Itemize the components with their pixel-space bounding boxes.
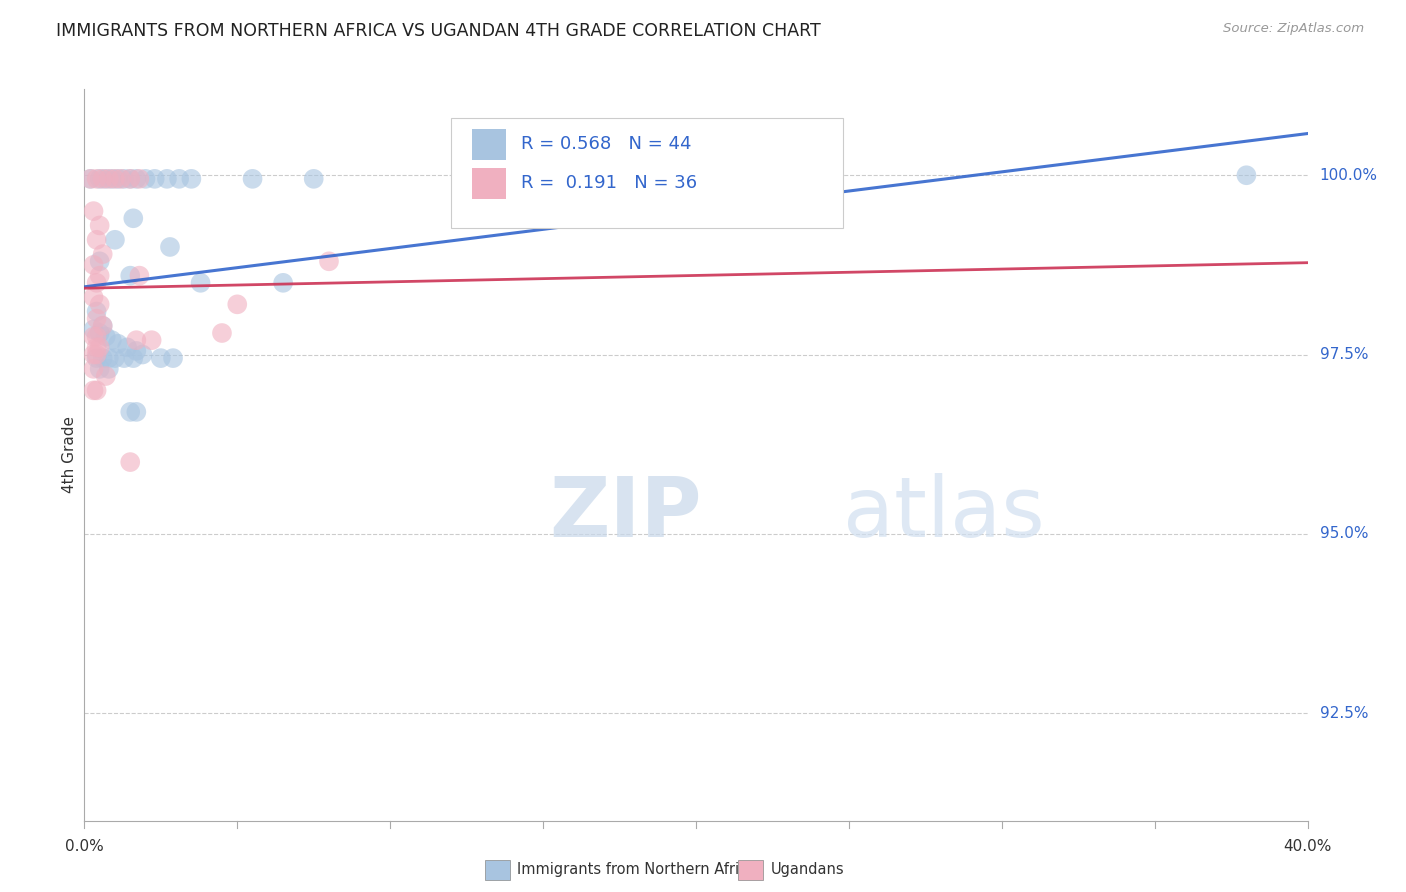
Point	[97, 362, 120, 376]
Bar	[472, 129, 506, 161]
Point	[112, 351, 135, 365]
Point	[242, 171, 264, 186]
Point	[83, 329, 105, 343]
Point	[89, 171, 111, 186]
Point	[94, 171, 117, 186]
Point	[83, 290, 105, 304]
Point	[107, 336, 129, 351]
Point	[180, 171, 202, 186]
Point	[107, 171, 129, 186]
Point	[86, 171, 108, 186]
Point	[141, 333, 163, 347]
Point	[125, 343, 148, 358]
Text: R =  0.191   N = 36: R = 0.191 N = 36	[522, 174, 697, 192]
Text: ZIP: ZIP	[550, 473, 702, 554]
Point	[156, 171, 179, 186]
Point	[91, 247, 114, 261]
Point	[128, 268, 150, 283]
Point	[86, 233, 108, 247]
Point	[91, 318, 114, 333]
Point	[190, 276, 212, 290]
Point	[120, 171, 142, 186]
Point	[86, 351, 108, 365]
Point	[83, 322, 105, 336]
Point	[125, 171, 148, 186]
Point	[120, 455, 142, 469]
Point	[211, 326, 233, 340]
Text: 95.0%: 95.0%	[1320, 526, 1368, 541]
Point	[86, 276, 108, 290]
Point	[135, 171, 157, 186]
Point	[128, 171, 150, 186]
Text: 40.0%: 40.0%	[1284, 838, 1331, 854]
Text: Source: ZipAtlas.com: Source: ZipAtlas.com	[1223, 22, 1364, 36]
Point	[91, 351, 114, 365]
Point	[159, 240, 181, 254]
Point	[86, 347, 108, 361]
Point	[89, 219, 111, 233]
Text: IMMIGRANTS FROM NORTHERN AFRICA VS UGANDAN 4TH GRADE CORRELATION CHART: IMMIGRANTS FROM NORTHERN AFRICA VS UGAND…	[56, 22, 821, 40]
Point	[86, 304, 108, 318]
Point	[83, 347, 105, 361]
Point	[79, 171, 101, 186]
Point	[97, 171, 120, 186]
Point	[104, 351, 127, 365]
Point	[125, 333, 148, 347]
Point	[162, 351, 184, 365]
Point	[167, 171, 190, 186]
Point	[131, 347, 153, 361]
Point	[89, 326, 111, 340]
Text: 97.5%: 97.5%	[1320, 347, 1368, 362]
Point	[89, 340, 111, 354]
Point	[318, 254, 340, 268]
Point	[83, 258, 105, 272]
Point	[149, 351, 172, 365]
Point	[86, 311, 108, 326]
FancyBboxPatch shape	[451, 119, 842, 228]
Point	[89, 268, 111, 283]
Y-axis label: 4th Grade: 4th Grade	[62, 417, 77, 493]
Point	[83, 362, 105, 376]
Text: 92.5%: 92.5%	[1320, 706, 1368, 721]
Text: Ugandans: Ugandans	[770, 863, 844, 877]
Point	[94, 369, 117, 384]
Text: atlas: atlas	[842, 473, 1045, 554]
Point	[79, 171, 101, 186]
Point	[302, 171, 325, 186]
Point	[86, 340, 108, 354]
Point	[104, 233, 127, 247]
Point	[104, 171, 127, 186]
Text: 0.0%: 0.0%	[65, 838, 104, 854]
Point	[122, 351, 145, 365]
Point	[271, 276, 294, 290]
Point	[143, 171, 166, 186]
Point	[94, 329, 117, 343]
Point	[125, 405, 148, 419]
Point	[226, 297, 249, 311]
Point	[89, 297, 111, 311]
Point	[91, 171, 114, 186]
Point	[110, 171, 132, 186]
Point	[83, 204, 105, 219]
Point	[115, 340, 138, 354]
Point	[89, 362, 111, 376]
Bar	[472, 169, 506, 199]
Point	[1234, 168, 1257, 182]
Point	[97, 351, 120, 365]
Text: Immigrants from Northern Africa: Immigrants from Northern Africa	[517, 863, 756, 877]
Point	[89, 254, 111, 268]
Point	[86, 384, 108, 398]
Point	[122, 211, 145, 226]
Point	[112, 171, 135, 186]
Point	[120, 171, 142, 186]
Text: R = 0.568   N = 44: R = 0.568 N = 44	[522, 135, 692, 153]
Point	[101, 171, 124, 186]
Point	[91, 318, 114, 333]
Point	[86, 329, 108, 343]
Point	[120, 268, 142, 283]
Text: 100.0%: 100.0%	[1320, 168, 1378, 183]
Point	[120, 405, 142, 419]
Point	[83, 384, 105, 398]
Point	[101, 333, 124, 347]
